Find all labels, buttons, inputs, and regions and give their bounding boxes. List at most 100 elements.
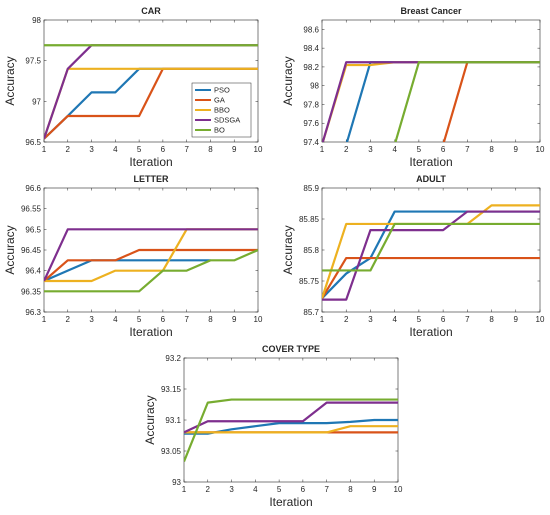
series-line-sdsga <box>184 401 398 434</box>
chart-panel-1: 1 2 3 4 5 6 7 8 9 10 96.5 97 97.5 98 CAR Iteration Accur… <box>3 6 263 169</box>
x-tick-label: 5 <box>417 315 422 324</box>
x-tick-label: 5 <box>137 145 142 154</box>
x-tick-label: 8 <box>489 315 494 324</box>
x-tick-label: 4 <box>392 315 397 324</box>
x-tick-label: 8 <box>489 145 494 154</box>
x-tick-label: 10 <box>254 315 263 324</box>
y-tick-label: 96.45 <box>21 246 42 255</box>
x-tick-label: 10 <box>536 145 545 154</box>
y-axis-label: Accuracy <box>3 225 17 274</box>
y-tick-label: 96.5 <box>25 138 41 147</box>
y-tick-label: 93.2 <box>165 354 181 363</box>
y-tick-label: 98 <box>310 82 319 91</box>
x-tick-label: 4 <box>392 145 397 154</box>
x-tick-label: 1 <box>320 145 325 154</box>
x-tick-label: 6 <box>161 145 166 154</box>
x-tick-label: 5 <box>277 485 282 494</box>
x-tick-label: 8 <box>208 315 213 324</box>
y-tick-label: 97.4 <box>303 138 319 147</box>
x-tick-label: 3 <box>368 145 373 154</box>
x-tick-label: 9 <box>372 485 377 494</box>
y-tick-label: 96.6 <box>25 184 41 193</box>
x-tick-label: 3 <box>89 315 94 324</box>
series-line-sdsga <box>322 210 540 301</box>
x-tick-label: 7 <box>324 485 329 494</box>
x-axis-label: Iteration <box>409 155 452 169</box>
y-tick-label: 85.85 <box>299 215 320 224</box>
chart-title: COVER TYPE <box>262 344 320 354</box>
x-tick-label: 5 <box>137 315 142 324</box>
chart-title: ADULT <box>416 174 446 184</box>
y-tick-label: 85.75 <box>299 277 320 286</box>
legend-entry: GA <box>214 96 225 105</box>
chart-panel-4: 1 2 3 4 5 6 7 8 9 10 85.7 85.75 85.8 85.85 85.9 ADULT It… <box>281 174 545 339</box>
y-tick-label: 97.5 <box>25 57 41 66</box>
plot-area <box>321 19 541 143</box>
series-line-bo <box>322 222 540 272</box>
x-tick-label: 3 <box>368 315 373 324</box>
x-tick-label: 8 <box>208 145 213 154</box>
x-tick-label: 7 <box>184 315 189 324</box>
x-tick-label: 5 <box>417 145 422 154</box>
chart-title: CAR <box>141 6 161 16</box>
y-tick-label: 96.5 <box>25 225 41 234</box>
x-tick-label: 4 <box>113 145 118 154</box>
legend-entry: SDSGA <box>214 116 240 125</box>
x-tick-label: 7 <box>465 315 470 324</box>
x-tick-label: 9 <box>514 315 519 324</box>
y-tick-label: 97 <box>32 97 41 106</box>
y-tick-label: 98 <box>32 16 41 25</box>
series-line-ga <box>44 248 258 282</box>
y-tick-label: 97.8 <box>303 100 319 109</box>
x-axis-label: Iteration <box>269 495 312 509</box>
y-tick-label: 98.2 <box>303 63 319 72</box>
x-axis-label: Iteration <box>129 155 172 169</box>
y-tick-label: 96.55 <box>21 205 42 214</box>
chart-panel-2: 1 2 3 4 5 6 7 8 9 10 97.4 97.6 97.8 98 98.2 98.4 98.6 Bre… <box>281 6 545 169</box>
legend-entry: PSO <box>214 86 230 95</box>
x-tick-label: 6 <box>161 315 166 324</box>
x-tick-label: 7 <box>184 145 189 154</box>
y-axis-label: Accuracy <box>143 395 157 444</box>
x-tick-label: 9 <box>514 145 519 154</box>
y-tick-label: 85.8 <box>303 246 319 255</box>
y-axis-label: Accuracy <box>281 225 295 274</box>
series-line-bbo <box>44 67 258 140</box>
x-tick-label: 6 <box>441 315 446 324</box>
x-axis-label: Iteration <box>129 325 172 339</box>
series-line-bo <box>394 61 540 142</box>
y-tick-label: 93.15 <box>161 385 182 394</box>
x-axis-label: Iteration <box>409 325 452 339</box>
series-line-ga <box>322 256 540 299</box>
series-line-sdsga <box>44 228 258 282</box>
y-axis-label: Accuracy <box>281 56 295 105</box>
x-tick-label: 2 <box>206 485 211 494</box>
legend-entry: BO <box>214 126 225 135</box>
series-line-bbo <box>184 425 398 434</box>
plot-area <box>321 187 541 313</box>
x-tick-label: 9 <box>232 315 237 324</box>
x-tick-label: 6 <box>301 485 306 494</box>
x-tick-label: 2 <box>344 315 349 324</box>
x-tick-label: 1 <box>182 485 187 494</box>
x-tick-label: 1 <box>320 315 325 324</box>
x-tick-label: 4 <box>113 315 118 324</box>
y-tick-label: 93 <box>172 478 181 487</box>
y-tick-label: 93.1 <box>165 416 181 425</box>
y-tick-label: 96.3 <box>25 308 41 317</box>
y-tick-label: 85.7 <box>303 308 319 317</box>
x-tick-label: 1 <box>42 145 47 154</box>
y-tick-label: 97.6 <box>303 119 319 128</box>
x-tick-label: 10 <box>254 145 263 154</box>
x-tick-label: 2 <box>344 145 349 154</box>
series-line-bo <box>184 398 398 462</box>
x-tick-label: 7 <box>465 145 470 154</box>
y-tick-label: 96.4 <box>25 267 41 276</box>
x-tick-label: 2 <box>66 315 71 324</box>
x-tick-label: 10 <box>536 315 545 324</box>
chart-panel-5: 1 2 3 4 5 6 7 8 9 10 93 93.05 93.1 93.15 93.2 COVER TYP… <box>143 344 403 509</box>
x-tick-label: 3 <box>89 145 94 154</box>
x-tick-label: 4 <box>253 485 258 494</box>
x-tick-label: 2 <box>66 145 71 154</box>
